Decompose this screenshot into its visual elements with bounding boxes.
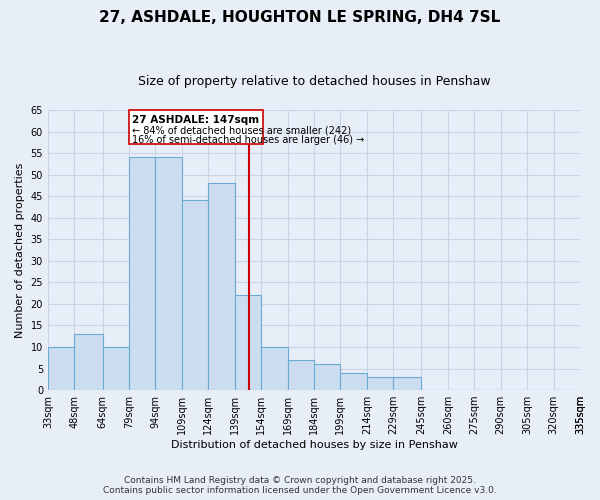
Bar: [74, 334, 103, 390]
Bar: [261, 347, 287, 390]
Bar: [155, 158, 182, 390]
Text: 27 ASHDALE: 147sqm: 27 ASHDALE: 147sqm: [133, 115, 259, 125]
Bar: [367, 377, 393, 390]
FancyBboxPatch shape: [129, 110, 263, 144]
Text: Contains HM Land Registry data © Crown copyright and database right 2025.
Contai: Contains HM Land Registry data © Crown c…: [103, 476, 497, 495]
Y-axis label: Number of detached properties: Number of detached properties: [15, 162, 25, 338]
Bar: [208, 184, 235, 390]
Text: 16% of semi-detached houses are larger (46) →: 16% of semi-detached houses are larger (…: [133, 135, 365, 145]
Title: Size of property relative to detached houses in Penshaw: Size of property relative to detached ho…: [137, 75, 490, 88]
Bar: [103, 347, 129, 390]
Bar: [182, 200, 208, 390]
Bar: [340, 373, 367, 390]
Bar: [314, 364, 340, 390]
Bar: [287, 360, 314, 390]
Bar: [235, 296, 261, 390]
Text: ← 84% of detached houses are smaller (242): ← 84% of detached houses are smaller (24…: [133, 125, 352, 135]
Bar: [129, 158, 155, 390]
Bar: [48, 347, 74, 390]
Bar: [393, 377, 421, 390]
X-axis label: Distribution of detached houses by size in Penshaw: Distribution of detached houses by size …: [170, 440, 457, 450]
Text: 27, ASHDALE, HOUGHTON LE SPRING, DH4 7SL: 27, ASHDALE, HOUGHTON LE SPRING, DH4 7SL: [100, 10, 500, 25]
